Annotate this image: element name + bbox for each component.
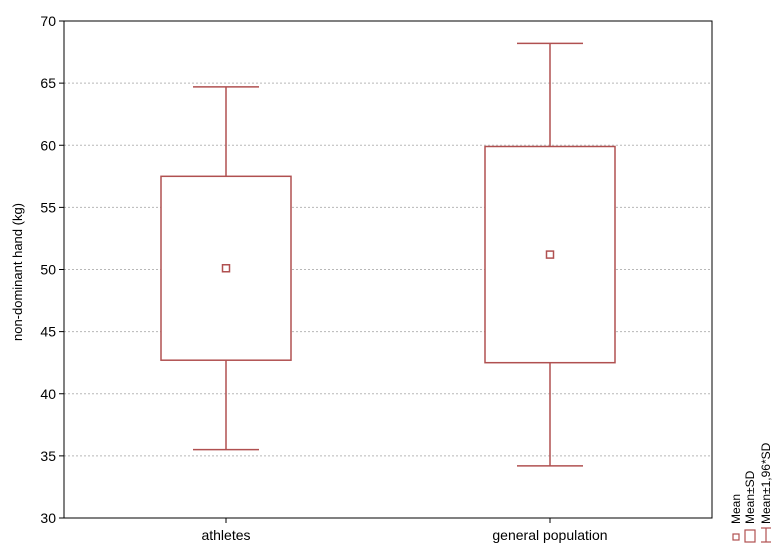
y-tick-label: 35	[40, 448, 56, 464]
x-tick-label: general population	[492, 527, 607, 543]
y-tick-label: 40	[40, 386, 56, 402]
y-tick-label: 65	[40, 75, 56, 91]
box-group	[160, 86, 292, 451]
y-tick-label: 60	[40, 137, 56, 153]
box-series	[160, 42, 616, 467]
y-tick-label: 30	[40, 510, 56, 526]
box-group	[484, 42, 616, 467]
legend-entry: Mean	[729, 494, 743, 524]
y-tick-label: 45	[40, 324, 56, 340]
legend-sd-symbol	[744, 529, 756, 543]
y-tick-label: 55	[40, 199, 56, 215]
y-tick-label: 70	[40, 13, 56, 29]
mean-marker	[545, 250, 555, 259]
legend-mean-symbol	[732, 533, 740, 541]
legend-entry: Mean±SD	[743, 470, 757, 524]
y-tick-label: 50	[40, 262, 56, 278]
legend: Mean Mean±SD Mean±1,96*SD	[729, 442, 773, 543]
axes: 30 35 40 45 50 55 60 65 70 athletes general popula…	[40, 13, 713, 543]
plot-frame	[63, 20, 713, 519]
legend-entry: Mean±1,96*SD	[759, 442, 773, 524]
mean-marker	[221, 264, 231, 273]
x-tick-label: athletes	[201, 527, 250, 543]
y-axis-title: non-dominant hand (kg)	[10, 203, 25, 341]
